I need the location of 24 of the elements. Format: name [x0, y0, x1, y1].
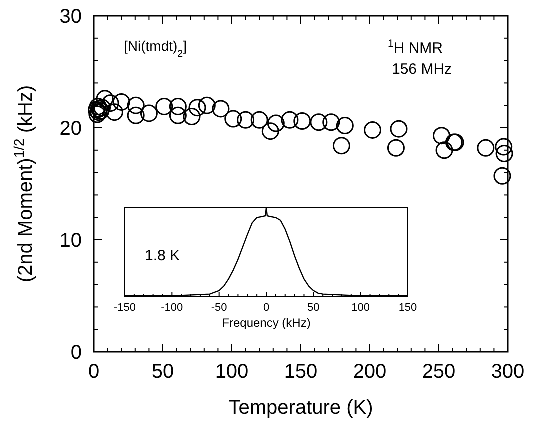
x-axis-title: Temperature (K) — [228, 397, 374, 419]
x-tick-label: -150 — [114, 302, 136, 314]
x-tick-label: 150 — [284, 361, 318, 383]
annotation: 1.8 K — [145, 248, 180, 264]
annotation: [Ni(tmdt)$_{2}$] — [124, 38, 188, 60]
x-tick-label: 100 — [215, 361, 249, 383]
x-tick-label: 300 — [491, 361, 525, 383]
x-tick-label: 150 — [398, 302, 418, 314]
y-tick-label: 30 — [60, 6, 82, 28]
y-tick-label: 10 — [60, 230, 82, 252]
annotation: 156 MHz — [392, 61, 452, 78]
x-tick-label: 50 — [308, 302, 320, 314]
y-tick-label: 0 — [70, 342, 82, 364]
x-tick-label: 250 — [422, 361, 456, 383]
x-tick-label: 50 — [152, 361, 174, 383]
y-tick-label: 20 — [60, 118, 82, 140]
x-tick-label: 200 — [353, 361, 387, 383]
x-tick-label: 0 — [88, 361, 100, 383]
x-tick-label: 100 — [352, 302, 370, 314]
x-tick-label: -50 — [211, 302, 228, 314]
x-tick-label: -100 — [161, 302, 184, 314]
x-axis-title: Frequency (kHz) — [222, 316, 311, 330]
x-tick-label: 0 — [263, 302, 270, 314]
annotation: $^{1}$H NMR — [388, 38, 444, 57]
